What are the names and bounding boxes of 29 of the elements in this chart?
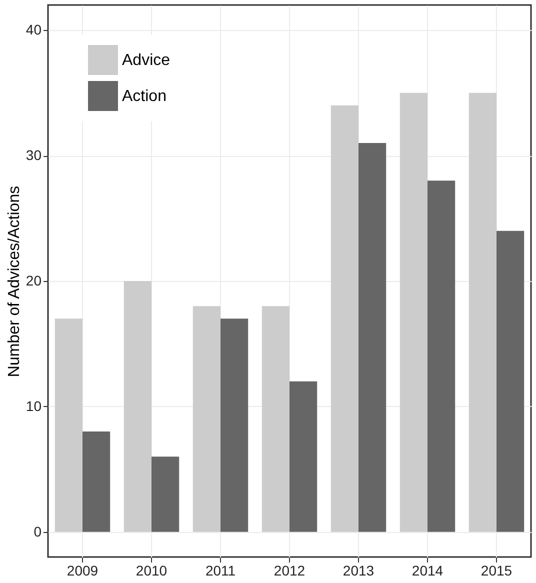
legend-label: Advice [122, 52, 170, 69]
bar [152, 456, 180, 532]
y-tick-label: 30 [26, 147, 42, 164]
x-tick-label: 2014 [412, 562, 444, 578]
bar [54, 318, 82, 532]
x-tick-label: 2013 [342, 562, 374, 578]
bar [400, 92, 428, 532]
y-axis-title: Number of Advices/Actions [6, 186, 23, 378]
bar [192, 306, 220, 532]
bar [82, 432, 110, 532]
x-tick-label: 2009 [66, 562, 98, 578]
x-tick-label: 2010 [136, 562, 168, 578]
y-tick-label: 0 [34, 523, 42, 540]
y-tick-label: 40 [26, 22, 42, 38]
bar [262, 306, 290, 532]
x-tick-label: 2012 [274, 562, 306, 578]
x-tick-label: 2015 [480, 562, 512, 578]
bar [290, 381, 318, 532]
legend-label: Action [122, 88, 166, 105]
bar [124, 281, 152, 532]
y-tick-label: 10 [26, 398, 42, 414]
bar [428, 180, 456, 532]
bar [496, 230, 524, 532]
bar [330, 105, 358, 532]
bar [220, 318, 248, 532]
bar [468, 92, 496, 532]
x-tick-label: 2011 [205, 562, 236, 578]
y-tick-label: 20 [26, 272, 42, 288]
bar [358, 143, 386, 532]
